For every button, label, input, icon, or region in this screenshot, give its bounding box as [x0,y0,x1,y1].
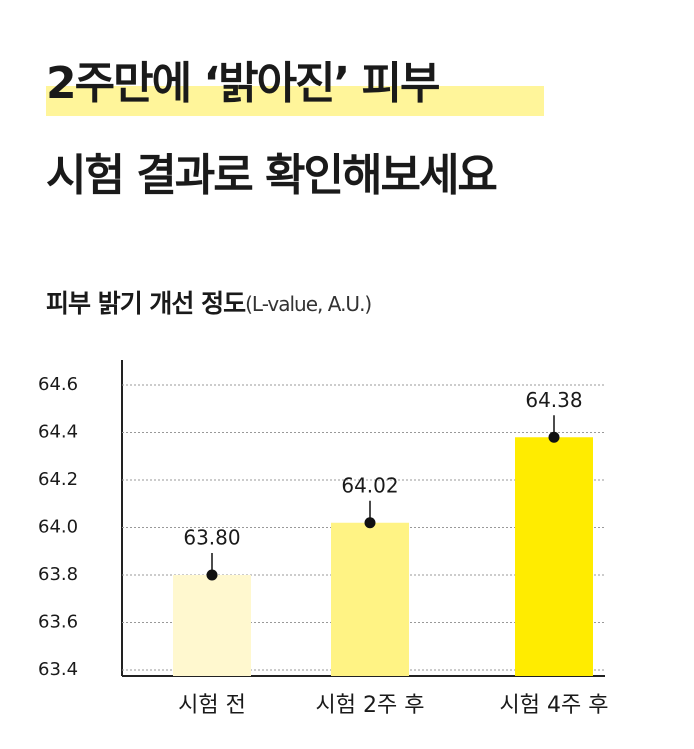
bar [331,522,409,676]
y-tick-label: 63.6 [38,612,78,633]
x-tick-label: 시험 전 [178,693,246,718]
point [548,431,560,443]
value-label: 63.80 [183,526,240,550]
y-tick-label: 64.6 [38,374,78,395]
x-tick-label: 시험 4주 후 [500,693,609,718]
chart-title-main: 피부 밝기 개선 정도 [46,289,246,318]
point [364,517,376,529]
y-tick-label: 64.2 [38,469,78,490]
value-label: 64.02 [341,473,398,497]
x-tick-label: 시험 2주 후 [316,693,425,718]
y-tick-label: 64.0 [38,517,78,538]
point [206,569,218,581]
y-tick-label: 63.8 [38,564,78,585]
chart-title: 피부 밝기 개선 정도(L-value, A.U.) [46,289,371,318]
headline: 시험 결과로 확인해보세요 [46,150,496,201]
headline: 2주만에 ‘밝아진’ 피부 [46,58,439,109]
chart-unit: (L-value, A.U.) [245,292,371,316]
value-label: 64.38 [525,388,582,412]
bar [515,437,593,676]
y-tick-label: 64.4 [38,422,78,443]
title-highlight [46,86,544,116]
y-tick-label: 63.4 [38,659,78,680]
bar [173,575,251,676]
